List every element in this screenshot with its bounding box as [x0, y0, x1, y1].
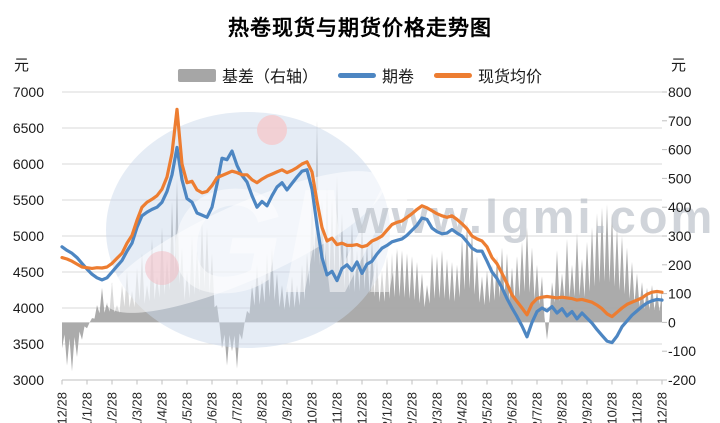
- right-axis-label: 700: [668, 113, 692, 129]
- left-axis-unit: 元: [14, 57, 30, 74]
- legend-item-spot: 现货均价: [434, 63, 542, 87]
- x-axis-label: 2021/7/28: [230, 392, 245, 423]
- chart-legend: 基差（右轴） 期卷 现货均价: [172, 63, 548, 87]
- right-axis-label: 600: [668, 142, 692, 158]
- x-axis-label: 2020/12/28: [55, 392, 70, 423]
- x-axis-label: 2021/8/28: [255, 392, 270, 423]
- watermark-pink-dot-2: [145, 251, 179, 285]
- right-axis-unit: 元: [671, 57, 687, 74]
- spot-line-swatch-icon: [434, 72, 473, 78]
- x-axis-label: 2022/3/28: [430, 392, 445, 423]
- legend-spot-label: 现货均价: [478, 69, 543, 86]
- x-axis-label: 2022/8/28: [555, 392, 570, 423]
- x-axis-label: 2022/11/28: [630, 392, 645, 423]
- right-axis-label: 100: [668, 286, 692, 302]
- left-axis-label: 3000: [13, 372, 44, 388]
- legend-item-basis: 基差（右轴）: [177, 63, 318, 87]
- x-axis-label: 2022/12/28: [655, 392, 670, 423]
- page-title: 热卷现货与期货价格走势图: [228, 17, 492, 40]
- x-axis-label: 2021/10/28: [305, 392, 320, 423]
- x-axis-label: 2021/3/28: [130, 392, 145, 423]
- legend-item-futures: 期卷: [337, 63, 415, 87]
- right-axis-label: 500: [668, 170, 692, 186]
- left-axis-label: 4000: [13, 300, 44, 316]
- x-axis-label: 2022/9/28: [580, 392, 595, 423]
- x-axis-label: 2022/5/28: [480, 392, 495, 423]
- legend-basis-label: 基差（右轴）: [221, 69, 318, 86]
- left-axis-label: 7000: [13, 84, 44, 100]
- right-axis-label: -100: [668, 343, 696, 359]
- spot-line-series: [60, 107, 664, 319]
- x-axis-label: 2021/6/28: [205, 392, 220, 423]
- x-axis-label: 2021/9/28: [280, 392, 295, 423]
- x-axis-label: 2021/4/28: [155, 392, 170, 423]
- right-axis-label: 300: [668, 228, 692, 244]
- x-axis-label: 2021/1/28: [80, 392, 95, 423]
- right-axis-label: -200: [668, 372, 696, 388]
- x-axis-label: 2021/5/28: [180, 392, 195, 423]
- left-axis-label: 3500: [13, 336, 44, 352]
- x-axis-label: 2022/4/28: [455, 392, 470, 423]
- x-axis-label: 2022/6/28: [505, 392, 520, 423]
- right-axis-label: 0: [668, 314, 676, 330]
- x-axis-label: 2022/1/28: [380, 392, 395, 423]
- x-axis-label: 2021/11/28: [330, 392, 345, 423]
- left-axis-label: 6000: [13, 156, 44, 172]
- watermark-site-text: www.lgmi.com: [351, 190, 715, 243]
- watermark-pink-dot: [257, 115, 287, 145]
- x-axis-label: 2022/2/28: [405, 392, 420, 423]
- futures-line-swatch-icon: [337, 72, 376, 78]
- left-axis-label: 6500: [13, 120, 44, 136]
- x-axis-label: 2021/2/28: [105, 392, 120, 423]
- left-axis-label: 4500: [13, 264, 44, 280]
- basis-bar-swatch-icon: [177, 68, 216, 82]
- legend-futures-label: 期卷: [381, 69, 415, 86]
- x-axis-label: 2022/7/28: [530, 392, 545, 423]
- right-axis-label: 200: [668, 257, 692, 273]
- left-axis-label: 5000: [13, 228, 44, 244]
- left-axis-label: 5500: [13, 192, 44, 208]
- x-axis-label: 2021/12/28: [355, 392, 370, 423]
- futures-line-series: [60, 145, 664, 345]
- right-axis-label: 800: [668, 84, 692, 100]
- x-axis-label: 2022/10/28: [605, 392, 620, 423]
- right-axis-label: 400: [668, 199, 692, 215]
